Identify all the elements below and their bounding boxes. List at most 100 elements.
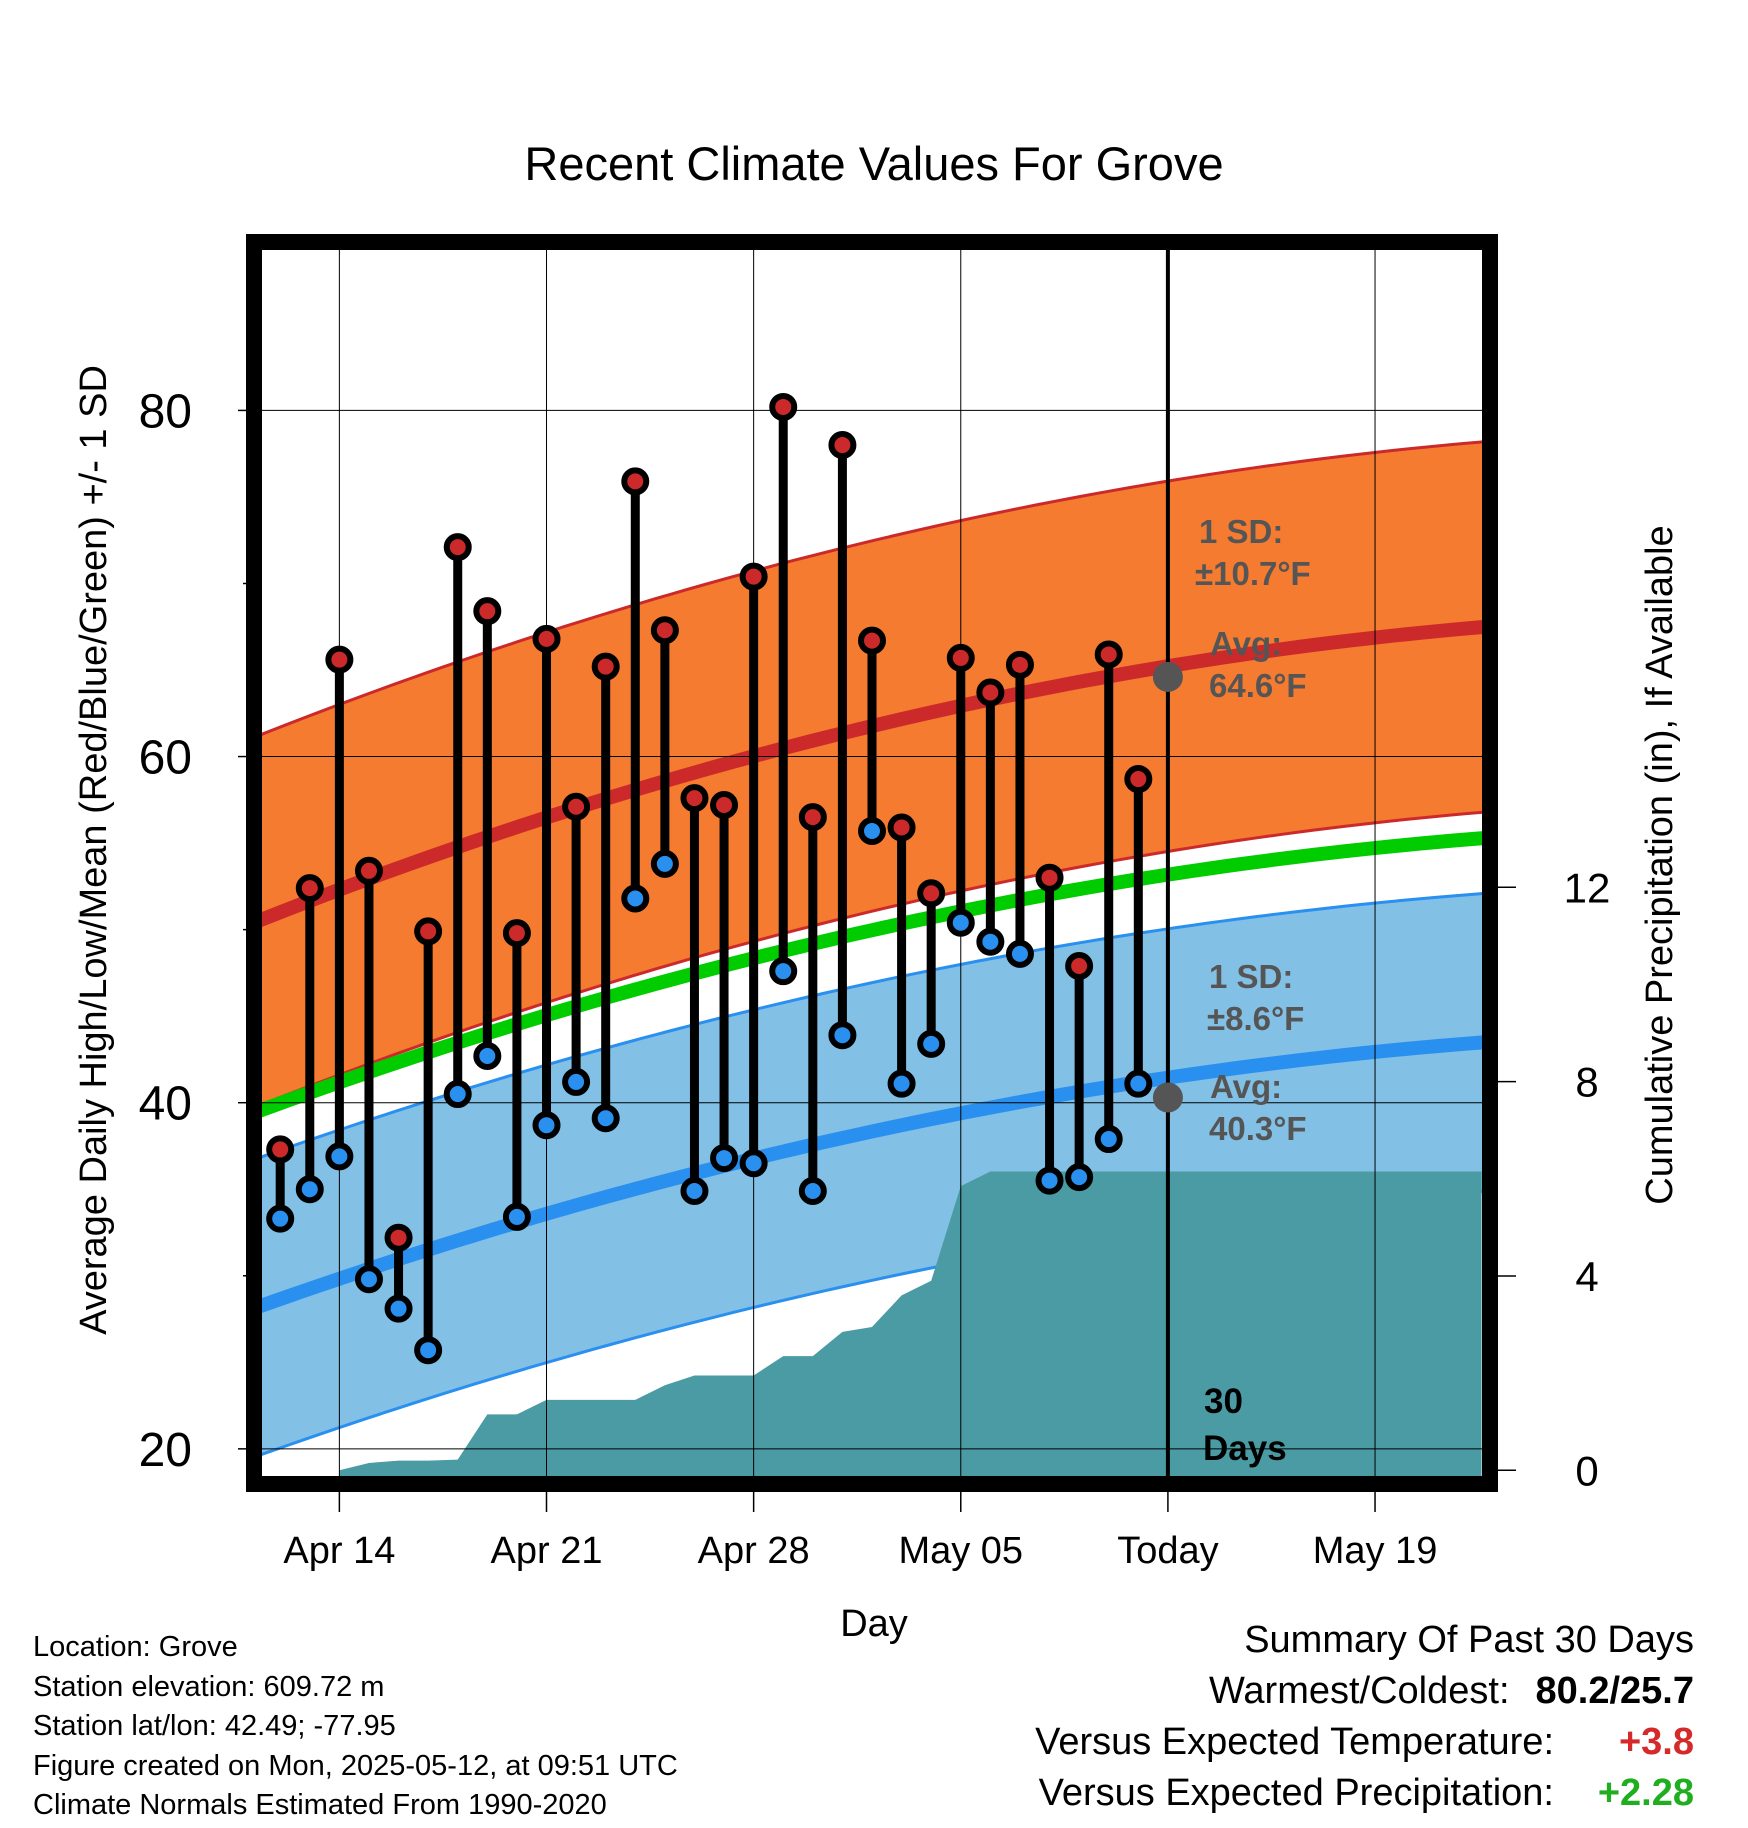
y-tick-label: 20 <box>139 1424 192 1477</box>
low-sd-band <box>258 893 1484 1456</box>
high-point <box>828 431 857 460</box>
latlon-text: Station lat/lon: 42.49; -77.95 <box>33 1710 396 1742</box>
temp-anomaly-value: +3.8 <box>1618 1721 1694 1763</box>
high-point <box>621 467 650 496</box>
high-point <box>710 791 739 820</box>
high-point <box>325 645 354 674</box>
low-point <box>769 957 798 986</box>
x-axis-label: Day <box>840 1603 908 1645</box>
low-point <box>384 1294 413 1323</box>
low-point <box>1065 1163 1094 1192</box>
created-text: Figure created on Mon, 2025-05-12, at 09… <box>33 1749 678 1782</box>
high-point <box>1035 863 1064 892</box>
low-avg-marker <box>1152 1082 1183 1113</box>
low-point <box>414 1336 443 1365</box>
summary-precip-row: Versus Expected Precipitation: +2.28 <box>1035 1768 1694 1819</box>
low-point <box>828 1021 857 1050</box>
y-axis-label: Average Daily High/Low/Mean (Red/Blue/Gr… <box>73 365 115 1335</box>
high-point <box>473 597 502 626</box>
high-point <box>858 626 886 655</box>
temp-anomaly-label: Versus Expected Temperature: <box>1035 1721 1554 1763</box>
low-point <box>946 908 975 937</box>
y2-axis-label: Cumulative Precipitation (in), If Availa… <box>1639 525 1681 1204</box>
low-point <box>1124 1069 1153 1098</box>
low-point <box>295 1175 324 1204</box>
high-avg-label: Avg: <box>1210 625 1282 662</box>
warmest-coldest-value: 80.2/25.7 <box>1535 1670 1694 1712</box>
high-point <box>650 616 679 645</box>
x-tick-label: May 19 <box>1313 1530 1438 1572</box>
low-point <box>532 1111 561 1140</box>
precip-area <box>339 1171 1482 1480</box>
window-label-number: 30 <box>1204 1382 1243 1421</box>
low-point <box>266 1204 295 1233</box>
y-tick-label: 60 <box>139 732 192 785</box>
low-point <box>591 1104 620 1133</box>
low-point <box>1035 1166 1064 1195</box>
station-metadata: Location: Grove Station elevation: 609.7… <box>33 1628 678 1826</box>
location-text: Location: Grove <box>33 1631 238 1663</box>
low-point <box>858 816 886 845</box>
low-avg-value: 40.3°F <box>1209 1110 1307 1147</box>
low-point <box>354 1265 383 1294</box>
warmest-coldest-label: Warmest/Coldest: <box>1208 1670 1510 1712</box>
x-tick-label: Apr 21 <box>491 1530 603 1572</box>
low-point <box>710 1144 739 1173</box>
low-point <box>621 884 650 913</box>
high-avg-value: 64.6°F <box>1209 667 1307 704</box>
high-point <box>384 1223 413 1252</box>
x-tick-label: Today <box>1117 1530 1218 1572</box>
x-tick-label: Apr 14 <box>283 1530 395 1572</box>
x-tick-label: Apr 28 <box>698 1530 810 1572</box>
low-point <box>680 1176 709 1205</box>
low-point <box>1094 1125 1123 1154</box>
high-point <box>1094 640 1123 669</box>
low-point <box>650 849 679 878</box>
summary-panel: Summary Of Past 30 Days Warmest/Coldest:… <box>1035 1615 1694 1819</box>
high-point <box>354 856 383 885</box>
high-point <box>976 678 1005 707</box>
high-point <box>1005 650 1034 679</box>
y2-tick-label: 0 <box>1575 1447 1598 1494</box>
high-point <box>591 652 620 681</box>
x-tick-label: May 05 <box>898 1530 1023 1572</box>
y-tick-label: 80 <box>139 385 192 438</box>
plot-frame <box>246 234 1498 1492</box>
y2-tick-label: 8 <box>1575 1059 1598 1106</box>
high-point <box>414 917 443 946</box>
low-point <box>917 1029 946 1058</box>
high-point <box>917 879 946 908</box>
elevation-text: Station elevation: 609.72 m <box>33 1670 385 1703</box>
low-point <box>798 1176 827 1205</box>
high-point <box>562 792 591 821</box>
low-point <box>739 1149 768 1178</box>
low-sd-label: 1 SD: <box>1209 958 1293 995</box>
summary-heading: Summary Of Past 30 Days <box>1244 1619 1694 1661</box>
high-point <box>443 533 472 562</box>
y-tick-label: 40 <box>139 1078 192 1131</box>
window-label-days: Days <box>1203 1429 1287 1468</box>
precip-anomaly-value: +2.28 <box>1597 1772 1694 1814</box>
precip-anomaly-label: Versus Expected Precipitation: <box>1038 1772 1554 1814</box>
low-point <box>502 1202 531 1231</box>
high-point <box>769 392 798 421</box>
low-point <box>473 1041 502 1070</box>
high-point <box>502 919 531 948</box>
low-point <box>887 1069 916 1098</box>
high-point <box>295 874 324 903</box>
high-point <box>887 813 916 842</box>
low-point <box>325 1142 354 1171</box>
chart-title: Recent Climate Values For Grove <box>524 137 1223 190</box>
high-point <box>1124 765 1153 794</box>
summary-temp-row: Versus Expected Temperature: +3.8 <box>1035 1717 1694 1768</box>
summary-extremes-row: Warmest/Coldest: 80.2/25.7 <box>1035 1666 1694 1717</box>
axes: 1 SD: ±10.7°F Avg: 64.6°F 1 SD: ±8.6°F Avg: 40.… <box>139 234 1610 1572</box>
high-point <box>946 643 975 672</box>
high-sd-value: ±10.7°F <box>1195 555 1311 592</box>
high-sd-label: 1 SD: <box>1199 513 1283 550</box>
normal-low-line <box>258 1035 1484 1314</box>
high-point <box>532 624 561 653</box>
low-sd-value: ±8.6°F <box>1207 1000 1304 1037</box>
high-point <box>266 1135 295 1164</box>
